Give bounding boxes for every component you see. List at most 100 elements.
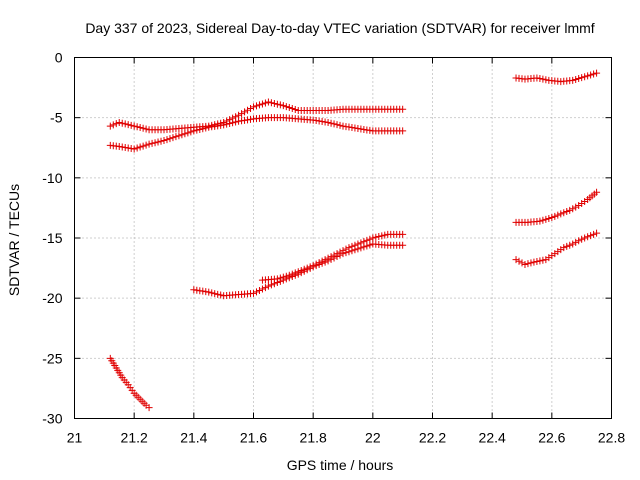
data-point [270, 99, 278, 107]
data-point [327, 253, 335, 261]
data-point [282, 103, 290, 111]
data-point [297, 266, 305, 274]
data-point [184, 129, 192, 137]
data-point [255, 286, 263, 294]
data-point [121, 120, 129, 128]
data-point [181, 130, 189, 138]
data-point [190, 127, 198, 135]
y-tick-label: -20 [42, 290, 62, 306]
data-point [250, 103, 257, 111]
data-point [151, 139, 159, 147]
data-point [593, 229, 601, 237]
data-point [238, 110, 246, 118]
data-point [175, 132, 183, 140]
data-point [142, 141, 150, 149]
data-point [232, 118, 240, 126]
y-tick-label: -15 [42, 230, 62, 246]
data-point [345, 244, 353, 252]
data-point [539, 75, 547, 83]
data-point [324, 118, 332, 126]
data-point [202, 124, 210, 132]
data-point [166, 135, 174, 143]
data-point [366, 235, 374, 243]
series-arc-4-middle [512, 188, 601, 226]
data-point [160, 137, 168, 145]
data-point [130, 145, 138, 153]
series-arc-1-lower [106, 114, 407, 153]
data-point [187, 128, 195, 136]
data-point [205, 288, 213, 296]
data-point [369, 234, 377, 242]
data-point [536, 217, 544, 225]
data-point [199, 125, 207, 133]
data-point [124, 121, 132, 129]
data-point [378, 232, 386, 240]
x-tick-label: 22.2 [419, 430, 446, 446]
series-arc-3-upper [258, 230, 407, 284]
data-point [375, 233, 383, 241]
data-point [357, 239, 365, 247]
data-point [264, 98, 272, 106]
data-point [575, 75, 583, 83]
data-point [590, 70, 598, 78]
data-point [566, 206, 574, 214]
data-point [318, 257, 326, 265]
data-point [255, 101, 263, 109]
data-point [247, 105, 255, 113]
data-point [587, 232, 595, 240]
data-point [136, 124, 144, 132]
data-point [241, 108, 249, 116]
data-point [587, 71, 595, 79]
series-arc-4-top [512, 69, 601, 86]
data-point [115, 118, 123, 126]
data-point [572, 203, 580, 211]
data-point [148, 139, 156, 147]
y-tick-label: -25 [42, 350, 62, 366]
data-point [235, 111, 243, 119]
data-point [303, 264, 311, 272]
data-point [229, 119, 237, 127]
data-point [339, 247, 347, 255]
data-point [399, 127, 407, 135]
data-point [569, 76, 577, 84]
data-point [399, 241, 407, 249]
data-point [196, 125, 204, 133]
data-point [399, 105, 407, 113]
data-point [193, 126, 201, 134]
data-point [250, 289, 257, 297]
data-point [539, 216, 547, 224]
x-tick-label: 22.8 [598, 430, 625, 446]
data-point [399, 230, 407, 238]
data-point [521, 260, 529, 268]
data-point [285, 104, 293, 112]
data-point [542, 215, 550, 223]
x-tick-label: 22.4 [479, 430, 506, 446]
data-point [264, 282, 272, 290]
data-point [593, 69, 601, 77]
data-point [252, 102, 260, 110]
data-point [518, 259, 526, 267]
data-point [560, 244, 568, 252]
data-point [536, 257, 544, 265]
series-arc-4-bottom [512, 229, 601, 268]
data-point [515, 257, 523, 265]
data-point [333, 121, 341, 129]
data-point [112, 120, 120, 128]
x-tick-label: 21.2 [121, 430, 148, 446]
data-point [136, 143, 144, 151]
data-point [258, 100, 266, 108]
data-point [217, 291, 225, 299]
data-point [578, 74, 586, 82]
data-point [309, 262, 317, 270]
data-point [261, 284, 269, 292]
data-point [288, 270, 296, 278]
x-tick-label: 21.8 [300, 430, 327, 446]
data-point [590, 230, 598, 238]
data-point [133, 144, 141, 152]
data-point [145, 140, 153, 148]
y-tick-label: -30 [42, 411, 62, 427]
data-point [581, 73, 589, 81]
data-point [566, 241, 574, 249]
data-point [312, 260, 320, 268]
data-point [330, 120, 338, 128]
